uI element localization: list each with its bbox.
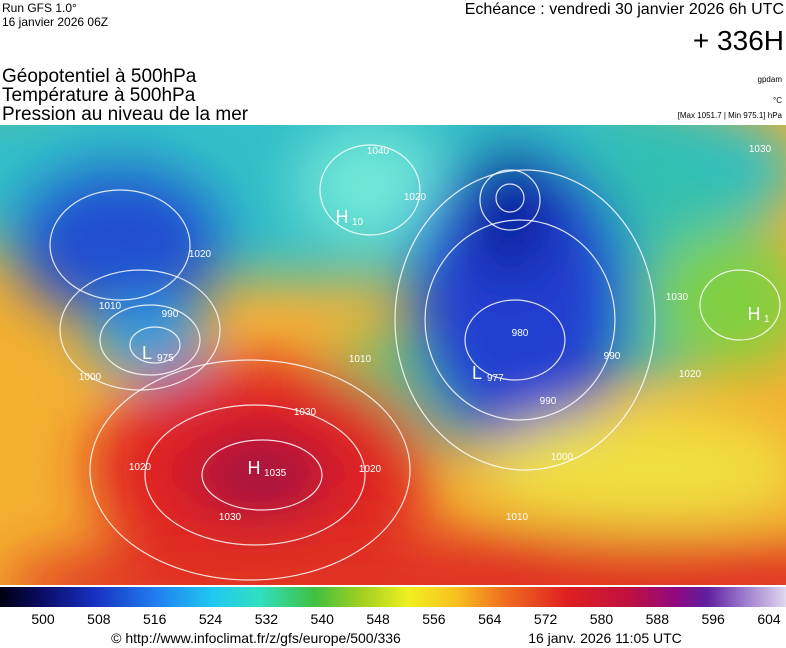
unit-label: °C <box>773 96 782 105</box>
layer-label: Température à 500hPa <box>2 85 196 106</box>
legend-label: 500 <box>31 611 55 627</box>
isobar-label: 990 <box>540 396 557 407</box>
legend-label: 604 <box>757 611 781 627</box>
legend-label: 588 <box>646 611 670 627</box>
isobar-label: 1020 <box>189 249 212 260</box>
legend-label: 524 <box>199 611 223 627</box>
isobar-label: 1020 <box>404 192 427 203</box>
pressure-center: H <box>336 207 349 227</box>
legend-label: 508 <box>87 611 111 627</box>
isobar-label: 1030 <box>294 407 317 418</box>
layer-label: Pression au niveau de la mer <box>2 104 249 125</box>
pressure-center: H <box>748 304 761 324</box>
legend-label: 596 <box>701 611 725 627</box>
legend-label: 564 <box>478 611 502 627</box>
pressure-value: 975 <box>157 353 174 364</box>
isobar-label: 980 <box>512 328 529 339</box>
legend-label: 572 <box>534 611 558 627</box>
legend-label: 516 <box>143 611 167 627</box>
legend-label: 532 <box>255 611 279 627</box>
unit-label: gpdam <box>758 75 783 84</box>
isobar-label: 1000 <box>79 372 102 383</box>
isobar-label: 1010 <box>349 354 372 365</box>
layer-label: Géopotentiel à 500hPa <box>2 66 197 87</box>
color-scale <box>0 587 786 607</box>
isobar-label: 1020 <box>129 462 152 473</box>
lead-time: + 336H <box>693 25 784 56</box>
isobar-label: 990 <box>162 309 179 320</box>
isobar-label: 1030 <box>219 512 242 523</box>
pressure-center: H <box>248 458 261 478</box>
isobar-label: 1010 <box>506 512 529 523</box>
isobar-label: 1020 <box>679 369 702 380</box>
source-link: © http://www.infoclimat.fr/z/gfs/europe/… <box>111 630 401 646</box>
pressure-center: L <box>142 343 152 363</box>
isobar-label: 1040 <box>367 146 390 157</box>
isobar-label: 1010 <box>99 301 122 312</box>
isobar-label: 1030 <box>666 292 689 303</box>
legend-label: 580 <box>590 611 614 627</box>
isobar-label: 1020 <box>359 464 382 475</box>
pressure-value: 1 <box>764 314 770 325</box>
unit-label: [Max 1051.7 | Min 975.1] hPa <box>678 111 783 120</box>
isobar-label: 1000 <box>551 452 574 463</box>
run-date: 16 janvier 2026 06Z <box>2 15 108 29</box>
isobar-label: 990 <box>604 351 621 362</box>
isobar-label: 1030 <box>749 144 772 155</box>
pressure-value: 977 <box>487 373 504 384</box>
generated-time: 16 janv. 2026 11:05 UTC <box>528 630 682 646</box>
legend-label: 548 <box>366 611 390 627</box>
legend-label: 540 <box>311 611 335 627</box>
pressure-center: L <box>472 363 482 383</box>
run-label: Run GFS 1.0° <box>2 1 77 15</box>
forecast-time: Echéance : vendredi 30 janvier 2026 6h U… <box>465 1 784 18</box>
pressure-value: 10 <box>352 217 364 228</box>
legend-label: 556 <box>422 611 446 627</box>
pressure-value: 1035 <box>264 468 287 479</box>
